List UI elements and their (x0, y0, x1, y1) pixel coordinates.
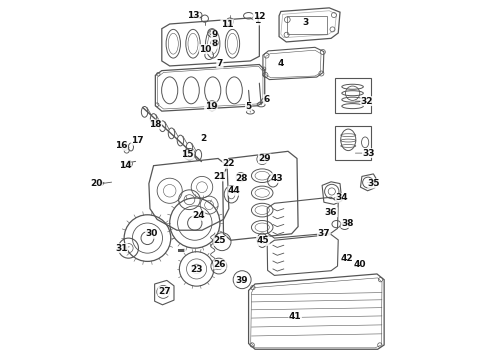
Text: 31: 31 (115, 244, 127, 253)
Text: 6: 6 (264, 95, 270, 104)
Text: 36: 36 (325, 208, 337, 217)
Text: 9: 9 (211, 30, 218, 39)
Text: 14: 14 (119, 161, 131, 170)
Text: 44: 44 (228, 186, 241, 195)
Text: 13: 13 (187, 10, 199, 19)
Bar (335, 126, 371, 160)
Text: 3: 3 (303, 18, 309, 27)
Text: 4: 4 (278, 59, 284, 68)
Text: 12: 12 (253, 12, 266, 21)
Text: 34: 34 (336, 193, 348, 202)
Text: 38: 38 (341, 219, 353, 228)
Text: 32: 32 (361, 96, 373, 105)
Text: 1: 1 (254, 16, 261, 25)
Text: 10: 10 (199, 45, 212, 54)
Text: 2: 2 (200, 134, 207, 143)
Text: 24: 24 (192, 211, 205, 220)
Text: 22: 22 (222, 159, 235, 168)
Text: 23: 23 (190, 265, 203, 274)
Text: 40: 40 (353, 260, 366, 269)
Text: 27: 27 (158, 287, 171, 296)
Text: 42: 42 (341, 255, 353, 264)
Text: 41: 41 (289, 312, 301, 321)
Text: 20: 20 (90, 179, 102, 188)
Text: 16: 16 (115, 141, 127, 150)
Text: 21: 21 (214, 172, 226, 181)
Text: 18: 18 (149, 120, 162, 129)
Text: 33: 33 (363, 149, 375, 158)
Text: 15: 15 (181, 150, 194, 159)
Text: 28: 28 (235, 174, 247, 183)
Text: 29: 29 (258, 154, 271, 163)
Text: 45: 45 (257, 237, 269, 246)
Text: 26: 26 (214, 260, 226, 269)
Text: 11: 11 (221, 19, 233, 28)
Text: 17: 17 (131, 136, 144, 145)
Text: 8: 8 (211, 39, 218, 48)
Text: 39: 39 (235, 276, 248, 285)
Text: 35: 35 (368, 179, 380, 188)
Text: 5: 5 (245, 102, 252, 111)
Text: 43: 43 (271, 174, 284, 183)
Bar (335, 78, 371, 113)
Text: 7: 7 (217, 59, 223, 68)
Bar (287, 16, 327, 34)
Text: 30: 30 (146, 229, 158, 238)
Text: 19: 19 (205, 102, 217, 111)
Text: 37: 37 (318, 229, 330, 238)
Text: 25: 25 (214, 237, 226, 246)
